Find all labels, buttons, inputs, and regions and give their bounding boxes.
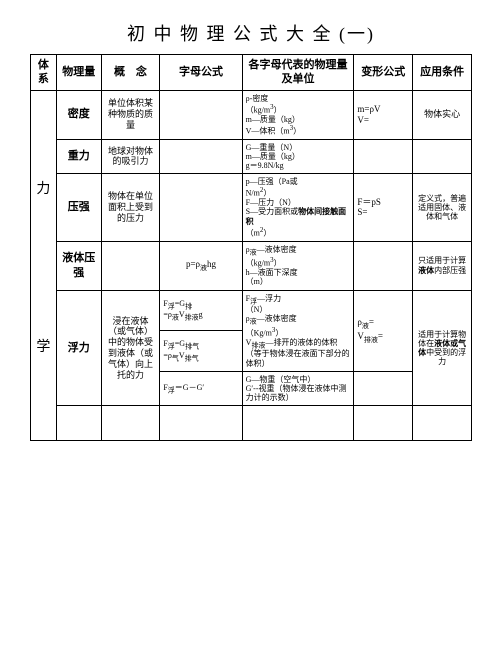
condition-buoyancy: 适用于计算物体在液体或气体中受到的浮力	[413, 290, 472, 406]
formula-liquid-pressure: p=ρ液hg	[160, 241, 242, 290]
transform-buoyancy: ρ液=V排液=	[354, 290, 413, 371]
symbols-density: ρ-密度（kg/m3）m—质量（kg）V—体积（m3）	[242, 90, 354, 139]
system-cell-continue	[31, 406, 57, 441]
page-title: 初 中 物 理 公 式 大 全 (一)	[30, 20, 472, 46]
row-pressure: 压强 物体在单位面积上受到的压力 p—压强（Pa或N/m2）F—压力（N）S—受…	[31, 174, 472, 241]
header-quantity: 物理量	[56, 55, 101, 91]
symbols-buoyancy-2: G—物重（空气中）G′--视重（物体浸在液体中测力计的示数）	[242, 371, 354, 406]
empty-cell	[101, 406, 160, 441]
condition-gravity	[413, 139, 472, 174]
condition-liquid-pressure: 只适用于计算液体内部压强	[413, 241, 472, 290]
quantity-liquid-pressure: 液体压强	[56, 241, 101, 290]
symbols-pressure: p—压强（Pa或N/m2）F—压力（N）S—受力面积或物体间接触面积（m2）	[242, 174, 354, 241]
empty-cell	[354, 406, 413, 441]
empty-cell	[56, 406, 101, 441]
transform-liquid-pressure	[354, 241, 413, 290]
formula-buoyancy-3: F浮＝G－G′	[160, 371, 242, 406]
system-cell-top: 力	[31, 90, 57, 290]
transform-pressure: F＝pSS=	[354, 174, 413, 241]
concept-pressure: 物体在单位面积上受到的压力	[101, 174, 160, 241]
concept-density: 单位体积某种物质的质量	[101, 90, 160, 139]
condition-density: 物体实心	[413, 90, 472, 139]
header-concept: 概 念	[101, 55, 160, 91]
concept-gravity: 地球对物体的吸引力	[101, 139, 160, 174]
symbols-liquid-pressure: ρ液—液体密度（kg/m3）h—液面下深度（m）	[242, 241, 354, 290]
header-symbols: 各字母代表的物理量及单位	[242, 55, 354, 91]
symbols-buoyancy-1: F浮—浮力（N）ρ液—液体密度（Kg/m3）V排液—排开的液体的体积（等于物体浸…	[242, 290, 354, 371]
condition-pressure: 定义式，普遍适用固体、液体和气体	[413, 174, 472, 241]
header-system: 体系	[31, 55, 57, 91]
transform-density: m=ρVV=	[354, 90, 413, 139]
formula-buoyancy-1: F浮=G排=ρ液V排液g	[160, 290, 242, 331]
formula-pressure	[160, 174, 242, 241]
quantity-gravity: 重力	[56, 139, 101, 174]
concept-buoyancy: 浸在液体（或气体）中的物体受到液体（或气体）向上托的力	[101, 290, 160, 406]
row-liquid-pressure: 液体压强 p=ρ液hg ρ液—液体密度（kg/m3）h—液面下深度（m） 只适用…	[31, 241, 472, 290]
concept-liquid-pressure	[101, 241, 160, 290]
row-buoyancy-1: 学 浮力 浸在液体（或气体）中的物体受到液体（或气体）向上托的力 F浮=G排=ρ…	[31, 290, 472, 331]
empty-cell	[242, 406, 354, 441]
formula-density	[160, 90, 242, 139]
quantity-pressure: 压强	[56, 174, 101, 241]
transform-buoyancy-2	[354, 371, 413, 406]
system-cell-bottom: 学	[31, 290, 57, 406]
table-header-row: 体系 物理量 概 念 字母公式 各字母代表的物理量及单位 变形公式 应用条件	[31, 55, 472, 91]
row-gravity: 重力 地球对物体的吸引力 G—重量（N）m—质量（kg）g＝9.8N/kg	[31, 139, 472, 174]
header-transform: 变形公式	[354, 55, 413, 91]
transform-gravity	[354, 139, 413, 174]
empty-cell	[413, 406, 472, 441]
symbols-gravity: G—重量（N）m—质量（kg）g＝9.8N/kg	[242, 139, 354, 174]
physics-formula-table: 体系 物理量 概 念 字母公式 各字母代表的物理量及单位 变形公式 应用条件 力…	[30, 54, 472, 441]
row-density: 力 密度 单位体积某种物质的质量 ρ-密度（kg/m3）m—质量（kg）V—体积…	[31, 90, 472, 139]
formula-gravity	[160, 139, 242, 174]
header-formula: 字母公式	[160, 55, 242, 91]
formula-buoyancy-2: F浮=G排气=ρ气V排气	[160, 331, 242, 372]
row-empty	[31, 406, 472, 441]
empty-cell	[160, 406, 242, 441]
quantity-buoyancy: 浮力	[56, 290, 101, 406]
header-condition: 应用条件	[413, 55, 472, 91]
quantity-density: 密度	[56, 90, 101, 139]
